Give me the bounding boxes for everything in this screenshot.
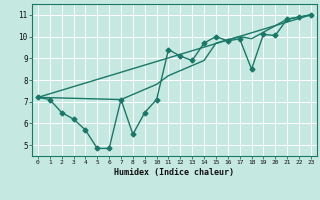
X-axis label: Humidex (Indice chaleur): Humidex (Indice chaleur) [115, 168, 234, 177]
